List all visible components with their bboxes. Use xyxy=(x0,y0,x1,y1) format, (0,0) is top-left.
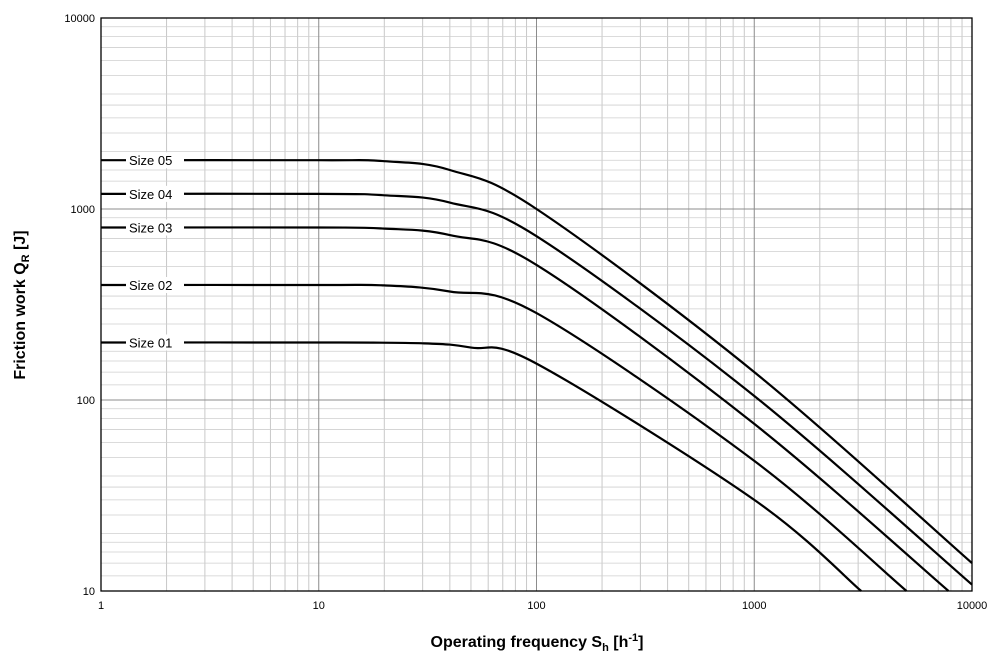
series-label-size-05: Size 05 xyxy=(129,153,172,168)
x-tick-label: 1000 xyxy=(742,600,766,612)
series-line-size-03 xyxy=(100,226,950,592)
y-tick-labels: 10 100 1000 10000 xyxy=(64,13,95,598)
series-lines xyxy=(100,159,973,592)
y-tick-label: 1000 xyxy=(71,204,95,216)
series-label-size-04: Size 04 xyxy=(129,187,172,202)
series-label-bg-size-02 xyxy=(126,277,184,294)
y-tick-label: 10000 xyxy=(64,13,95,25)
series-line-size-01 xyxy=(100,341,862,592)
series-line-size-04 xyxy=(100,192,973,586)
series-label-size-03: Size 03 xyxy=(129,221,172,236)
x-tick-label: 100 xyxy=(527,600,545,612)
series-label-bg-size-05 xyxy=(126,152,184,169)
x-tick-label: 10 xyxy=(313,600,325,612)
series-label-bg-size-01 xyxy=(126,334,184,351)
series-label-bg-size-03 xyxy=(126,219,184,236)
series-line-size-02 xyxy=(100,283,908,592)
x-axis-title: Operating frequency Sh [h-1] xyxy=(431,632,644,654)
series-line-size-05 xyxy=(100,159,973,564)
series-label-size-02: Size 02 xyxy=(129,278,172,293)
series-label-size-01: Size 01 xyxy=(129,336,172,351)
x-tick-label: 1 xyxy=(98,600,104,612)
series-label-bg-size-04 xyxy=(126,185,184,202)
series-labels: Size 05 Size 04 Size 03 Size 02 Size 01 xyxy=(126,152,184,351)
plot-frame xyxy=(100,17,973,592)
y-axis-title: Friction work QR [J] xyxy=(12,230,32,379)
x-tick-label: 10000 xyxy=(957,600,988,612)
y-tick-label: 10 xyxy=(83,586,95,598)
y-tick-label: 100 xyxy=(77,395,95,407)
x-tick-labels: 1 10 100 1000 10000 xyxy=(98,600,987,612)
